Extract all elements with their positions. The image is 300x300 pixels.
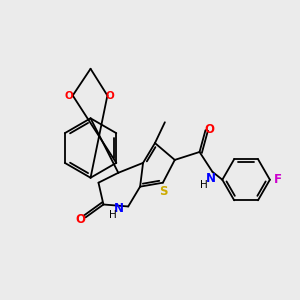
Text: O: O	[76, 213, 85, 226]
Text: F: F	[274, 173, 282, 186]
Text: O: O	[106, 91, 115, 100]
Text: O: O	[204, 123, 214, 136]
Text: H: H	[200, 180, 207, 190]
Text: N: N	[206, 172, 215, 185]
Text: O: O	[64, 91, 73, 100]
Text: S: S	[160, 185, 168, 198]
Text: H: H	[110, 210, 117, 220]
Text: N: N	[114, 202, 124, 215]
